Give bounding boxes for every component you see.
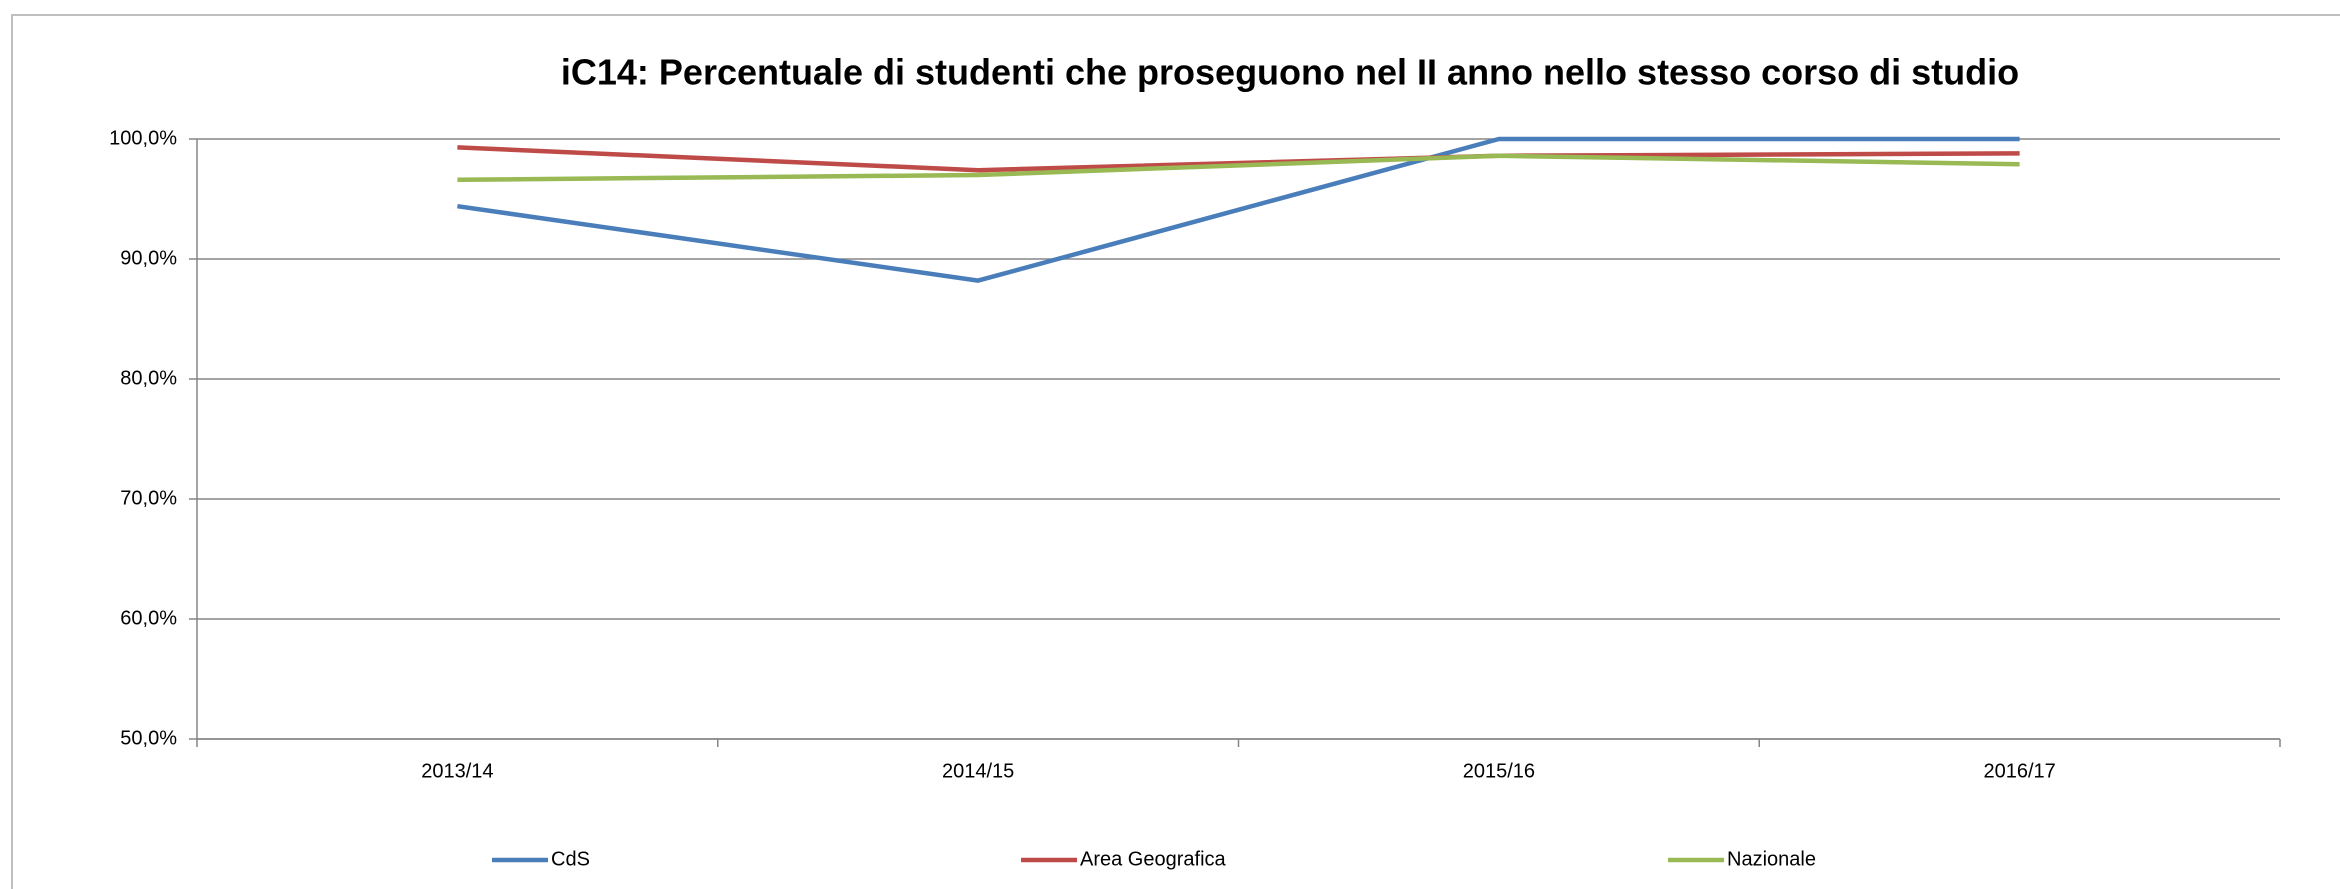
chart-frame (11, 14, 2340, 889)
y-tick-label: 100,0% (109, 127, 177, 149)
x-tick-label: 2015/16 (1463, 760, 1535, 782)
legend-label: CdS (551, 848, 590, 870)
y-tick-label: 50,0% (120, 727, 177, 749)
legend-label: Area Geografica (1080, 848, 1227, 870)
legend-label: Nazionale (1727, 848, 1816, 870)
y-tick-label: 90,0% (120, 247, 177, 269)
y-tick-label: 70,0% (120, 487, 177, 509)
series-line (457, 153, 2020, 183)
y-tick-label: 80,0% (120, 367, 177, 389)
x-tick-label: 2014/15 (942, 760, 1014, 782)
series-line (457, 145, 2020, 173)
chart-title: iC14: Percentuale di studenti che proseg… (561, 52, 2019, 93)
x-tick-label: 2013/14 (421, 760, 493, 782)
x-tick-label: 2016/17 (1983, 760, 2055, 782)
y-tick-label: 60,0% (120, 607, 177, 629)
series-line (457, 136, 2020, 283)
